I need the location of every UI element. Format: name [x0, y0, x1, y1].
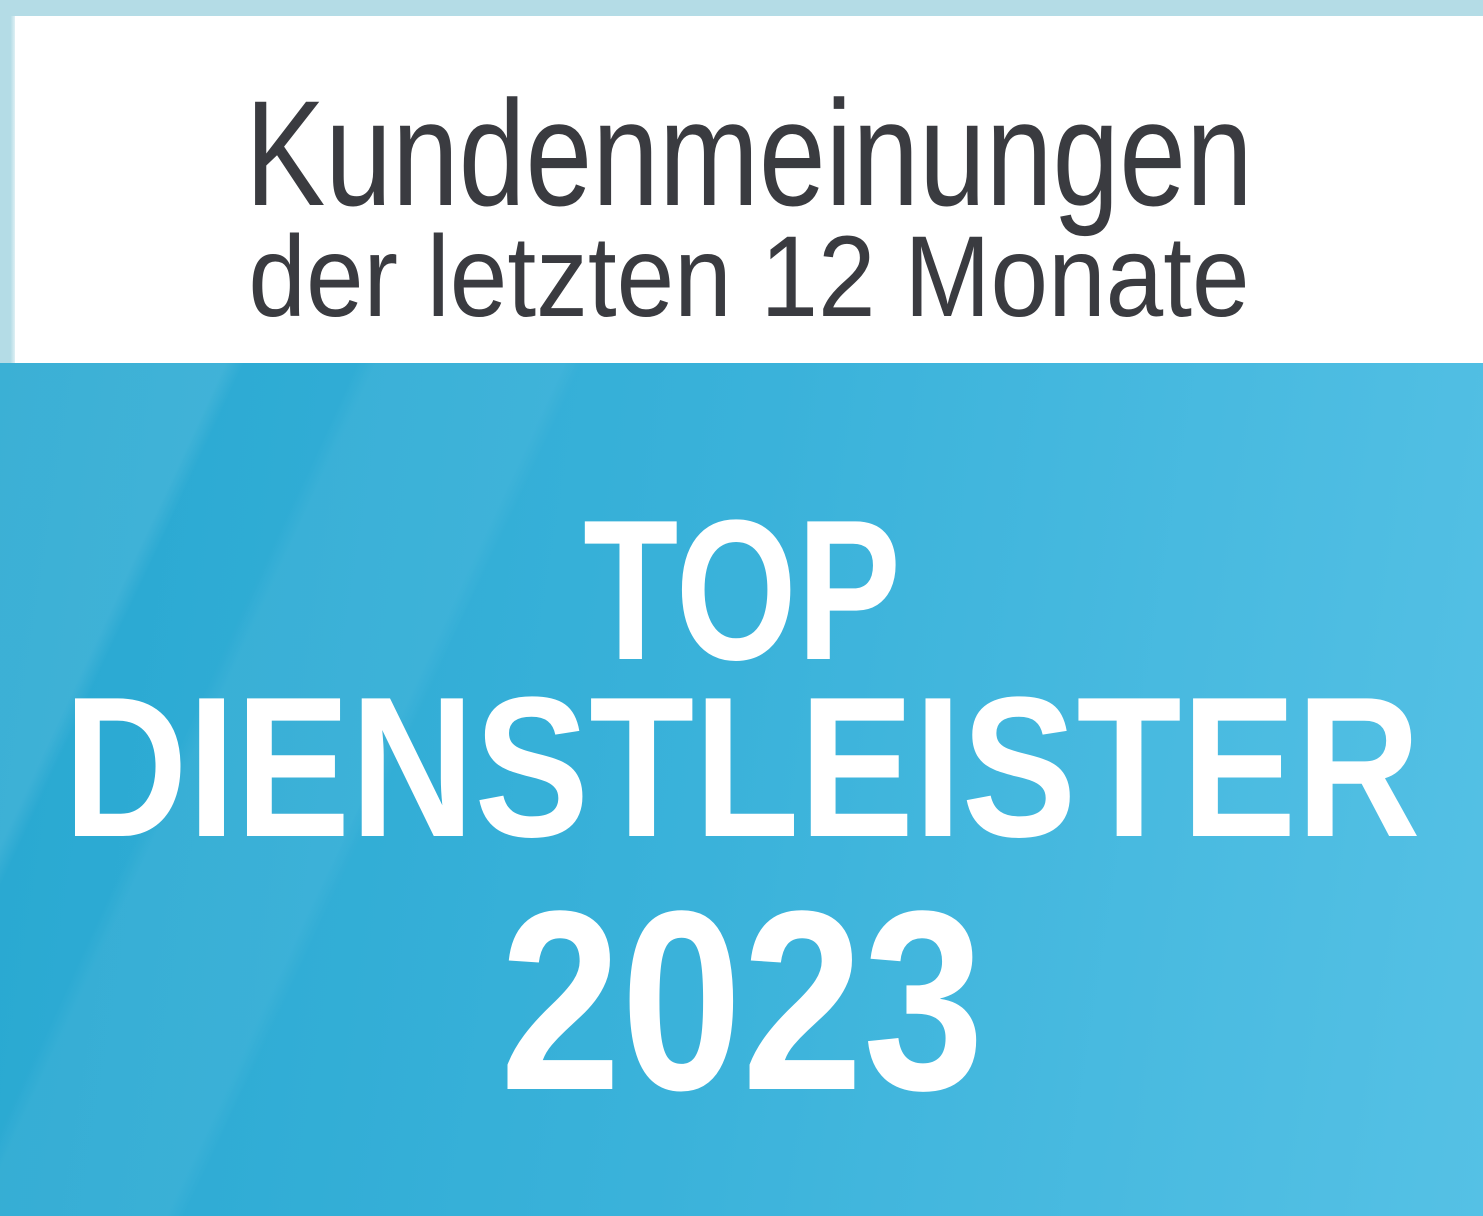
last-12-months-subheadline: der letzten 12 Monate — [248, 213, 1250, 341]
badge-frame-top-strip — [0, 0, 1483, 16]
award-year: 2023 — [499, 858, 984, 1144]
header-panel: Kundenmeinungen der letzten 12 Monate — [15, 16, 1483, 363]
award-panel: TOP DIENSTLEISTER 2023 — [0, 363, 1483, 1216]
award-word-dienstleister: DIENSTLEISTER — [62, 656, 1421, 879]
badge-frame-left-strip — [0, 16, 15, 363]
award-word-top: TOP — [582, 479, 901, 702]
customer-reviews-headline: Kundenmeinungen — [245, 69, 1253, 237]
